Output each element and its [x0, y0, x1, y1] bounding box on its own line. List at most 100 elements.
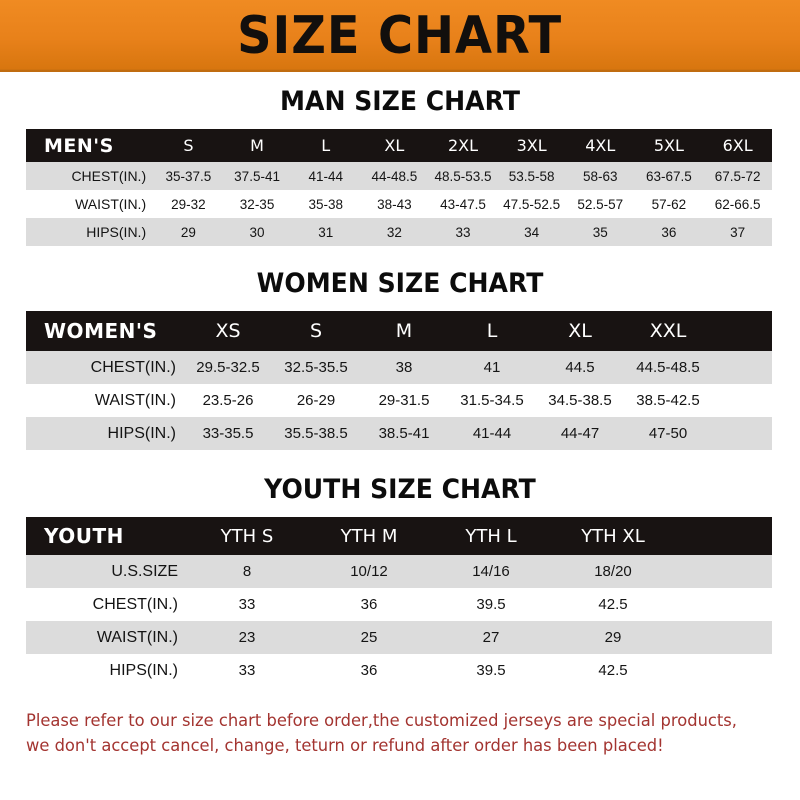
- women-col-header-2: M: [395, 320, 413, 342]
- men-cell-1-5: 47.5-52.5: [503, 196, 561, 212]
- youth-table-head: YOUTH YTH S YTH M YTH L YTH XL: [26, 517, 772, 555]
- women-cell-1-5: 38.5-42.5: [636, 392, 700, 409]
- men-header-row: MEN'S S M L XL 2XL 3XL 4XL 5XL 6XL: [26, 129, 772, 162]
- youth-corner-label: YOUTH: [44, 524, 124, 548]
- youth-cell-0-3: 18/20: [594, 563, 632, 580]
- women-col-header-5: XXL: [649, 320, 687, 342]
- women-cell-2-2: 38.5-41: [378, 425, 430, 442]
- youth-col-header-4: [674, 517, 772, 555]
- youth-cell-1-3: 42.5: [598, 596, 628, 613]
- youth-cell-1-4: [674, 588, 772, 621]
- table-row: CHEST(IN.) 33 36 39.5 42.5: [26, 588, 772, 621]
- women-cell-1-0: 23.5-26: [202, 392, 254, 409]
- women-cell-2-5: 47-50: [648, 425, 688, 442]
- youth-cell-3-0: 33: [238, 662, 256, 679]
- men-cell-0-5: 53.5-58: [508, 168, 555, 184]
- women-cell-2-4: 44-47: [560, 425, 600, 442]
- women-cell-2-0: 33-35.5: [202, 425, 254, 442]
- men-row-label-2: HIPS(IN.): [86, 224, 147, 240]
- table-row: WAIST(IN.) 23.5-26 26-29 29-31.5 31.5-34…: [26, 384, 772, 417]
- women-cell-1-3: 31.5-34.5: [460, 392, 524, 409]
- youth-header-row: YOUTH YTH S YTH M YTH L YTH XL: [26, 517, 772, 555]
- man-section-title: MAN SIZE CHART: [280, 86, 520, 117]
- women-col-header-1: S: [309, 320, 323, 342]
- men-cell-0-4: 48.5-53.5: [434, 168, 492, 184]
- youth-cell-1-1: 36: [360, 596, 378, 613]
- women-row-label-2: HIPS(IN.): [107, 424, 176, 442]
- men-cell-1-1: 32-35: [239, 196, 275, 212]
- men-corner-label: MEN'S: [44, 134, 114, 157]
- men-cell-2-8: 37: [730, 224, 746, 240]
- youth-cell-2-2: 27: [482, 629, 500, 646]
- men-cell-2-6: 35: [592, 224, 608, 240]
- table-row: CHEST(IN.) 29.5-32.5 32.5-35.5 38 41 44.…: [26, 351, 772, 384]
- men-cell-1-4: 43-47.5: [440, 196, 486, 212]
- youth-row-label-2: WAIST(IN.): [96, 628, 178, 646]
- women-cell-1-6: [712, 384, 772, 417]
- men-cell-1-6: 52.5-57: [577, 196, 624, 212]
- women-section-title: WOMEN SIZE CHART: [256, 268, 544, 299]
- women-cell-0-4: 44.5: [565, 359, 595, 376]
- youth-table-body: U.S.SIZE 8 10/12 14/16 18/20 CHEST(IN.) …: [26, 555, 772, 687]
- women-table-head: WOMEN'S XS S M L XL XXL: [26, 311, 772, 351]
- men-col-header-7: 5XL: [653, 136, 684, 155]
- men-col-header-6: 4XL: [585, 136, 616, 155]
- man-table-wrap: MEN'S S M L XL 2XL 3XL 4XL 5XL 6XL CHEST…: [26, 129, 772, 246]
- men-cell-0-7: 63-67.5: [646, 168, 692, 184]
- youth-table-wrap: YOUTH YTH S YTH M YTH L YTH XL U.S.SIZE …: [26, 517, 772, 687]
- youth-cell-2-0: 23: [238, 629, 256, 646]
- youth-cell-3-1: 36: [360, 662, 378, 679]
- men-col-header-4: 2XL: [447, 136, 479, 155]
- men-cell-2-2: 31: [318, 224, 334, 240]
- women-cell-1-1: 26-29: [296, 392, 336, 409]
- men-cell-2-0: 29: [180, 224, 196, 240]
- men-cell-2-5: 34: [524, 224, 540, 240]
- women-col-header-0: XS: [215, 320, 241, 342]
- men-table-body: CHEST(IN.) 35-37.5 37.5-41 41-44 44-48.5…: [26, 162, 772, 246]
- youth-section-title: YOUTH SIZE CHART: [264, 474, 536, 505]
- youth-col-header-1: YTH M: [340, 525, 398, 547]
- men-row-label-0: CHEST(IN.): [71, 168, 147, 184]
- youth-cell-1-0: 33: [238, 596, 256, 613]
- men-cell-1-8: 62-66.5: [714, 196, 761, 212]
- men-size-table: MEN'S S M L XL 2XL 3XL 4XL 5XL 6XL CHEST…: [26, 129, 772, 246]
- men-cell-2-3: 32: [386, 224, 402, 240]
- men-cell-0-8: 67.5-72: [714, 168, 761, 184]
- youth-size-table: YOUTH YTH S YTH M YTH L YTH XL U.S.SIZE …: [26, 517, 772, 687]
- women-cell-0-6: [712, 351, 772, 384]
- table-row: WAIST(IN.) 29-32 32-35 35-38 38-43 43-47…: [26, 190, 772, 218]
- men-col-header-8: 6XL: [722, 136, 753, 155]
- women-cell-0-5: 44.5-48.5: [636, 359, 700, 376]
- women-header-row: WOMEN'S XS S M L XL XXL: [26, 311, 772, 351]
- men-cell-2-1: 30: [249, 224, 265, 240]
- men-cell-2-7: 36: [661, 224, 677, 240]
- order-policy-note: Please refer to our size chart before or…: [26, 709, 744, 758]
- youth-col-header-0: YTH S: [220, 525, 274, 547]
- men-cell-0-3: 44-48.5: [371, 168, 418, 184]
- women-col-header-4: XL: [568, 320, 592, 342]
- youth-cell-1-2: 39.5: [476, 596, 506, 613]
- men-col-header-1: M: [250, 136, 264, 155]
- men-cell-0-1: 37.5-41: [234, 168, 280, 184]
- table-row: HIPS(IN.) 33-35.5 35.5-38.5 38.5-41 41-4…: [26, 417, 772, 450]
- order-policy-note-line-2: we don't accept cancel, change, teturn o…: [26, 735, 664, 756]
- table-row: WAIST(IN.) 23 25 27 29: [26, 621, 772, 654]
- men-cell-2-4: 33: [455, 224, 471, 240]
- youth-cell-2-3: 29: [604, 629, 622, 646]
- page-title: SIZE CHART: [237, 5, 563, 66]
- men-table-head: MEN'S S M L XL 2XL 3XL 4XL 5XL 6XL: [26, 129, 772, 162]
- youth-cell-2-4: [674, 621, 772, 654]
- men-cell-0-6: 58-63: [583, 168, 618, 184]
- table-row: HIPS(IN.) 29 30 31 32 33 34 35 36 37: [26, 218, 772, 246]
- youth-cell-0-1: 10/12: [350, 563, 388, 580]
- table-row: U.S.SIZE 8 10/12 14/16 18/20: [26, 555, 772, 588]
- women-cell-2-3: 41-44: [472, 425, 512, 442]
- women-cell-2-6: [712, 417, 772, 450]
- youth-cell-0-2: 14/16: [472, 563, 510, 580]
- women-corner-label: WOMEN'S: [44, 319, 158, 343]
- youth-row-label-3: HIPS(IN.): [109, 661, 178, 679]
- men-row-label-1: WAIST(IN.): [75, 196, 147, 212]
- order-policy-note-line-1: Please refer to our size chart before or…: [26, 711, 737, 731]
- youth-cell-3-4: [674, 654, 772, 687]
- women-table-wrap: WOMEN'S XS S M L XL XXL CHEST(IN.) 29.5-…: [26, 311, 772, 450]
